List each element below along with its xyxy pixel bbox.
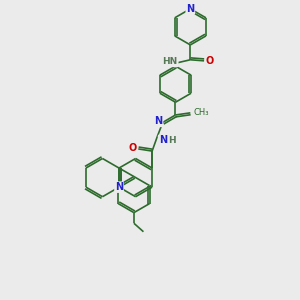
Text: O: O xyxy=(205,56,214,66)
Text: H: H xyxy=(168,136,176,145)
Text: O: O xyxy=(129,143,137,153)
Text: N: N xyxy=(115,182,123,192)
Text: HN: HN xyxy=(163,57,178,66)
Text: N: N xyxy=(159,135,167,146)
Text: N: N xyxy=(186,4,194,14)
Text: CH₃: CH₃ xyxy=(194,108,209,117)
Text: N: N xyxy=(154,116,163,126)
